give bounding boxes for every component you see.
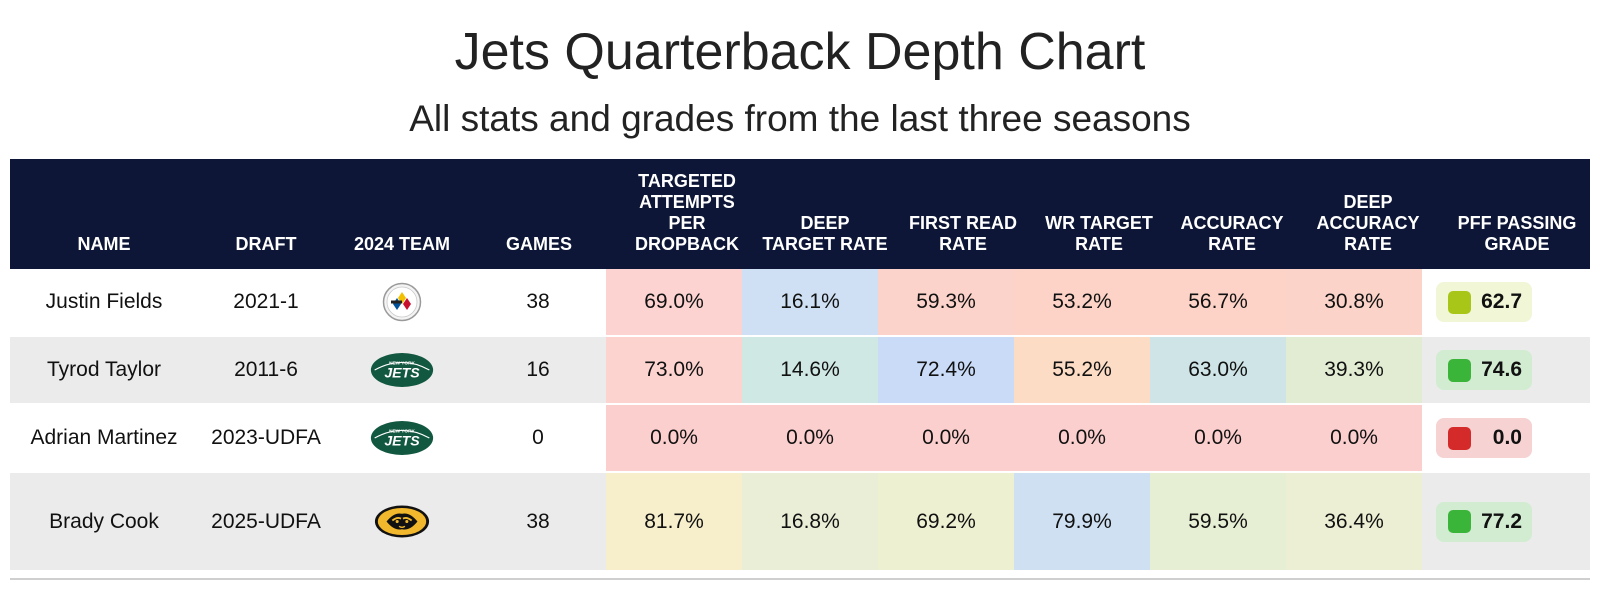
- grade-badge: 0.0: [1436, 418, 1532, 458]
- page-subtitle: All stats and grades from the last three…: [409, 98, 1191, 139]
- grade-value: 0.0: [1492, 426, 1522, 449]
- page-title: Jets Quarterback Depth Chart: [454, 23, 1146, 81]
- table-header: NAME DRAFT 2024 TEAM GAMES TARGETED ATTE…: [10, 159, 1590, 269]
- team-cell: [334, 405, 470, 471]
- stat-cell: 30.8%: [1286, 269, 1422, 335]
- grade-badge: 74.6: [1436, 350, 1532, 390]
- stat-cell: 69.0%: [606, 269, 742, 335]
- stat-cell: 73.0%: [606, 337, 742, 403]
- team-cell: [334, 269, 470, 335]
- grade-cell: 77.2: [1422, 473, 1590, 570]
- grade-color-swatch: [1448, 358, 1471, 382]
- stat-cell: 59.3%: [878, 269, 1014, 335]
- grade-cell: 0.0: [1422, 405, 1590, 471]
- draft-value: 2011-6: [234, 358, 298, 381]
- table-bottom-rule: [10, 578, 1590, 580]
- grade-color-swatch: [1448, 290, 1471, 314]
- grade-cell: 62.7: [1422, 269, 1590, 335]
- stat-cell: 0.0%: [1014, 405, 1150, 471]
- games-value: 38: [526, 290, 550, 313]
- header-targeted-attempts: TARGETED ATTEMPTS PER DROPBACK: [634, 171, 739, 254]
- stat-cell: 53.2%: [1014, 269, 1150, 335]
- header-games: GAMES: [505, 234, 572, 254]
- grade-badge: 62.7: [1436, 282, 1532, 322]
- steelers-logo-icon: [382, 282, 422, 322]
- grade-value: 62.7: [1481, 290, 1522, 313]
- table-row: Adrian Martinez 2023-UDFA 0 0.0% 0.0% 0.0% 0.0…: [10, 405, 1590, 471]
- stat-cell: 56.7%: [1150, 269, 1286, 335]
- stat-cell: 81.7%: [606, 473, 742, 570]
- stat-cell: 0.0%: [1150, 405, 1286, 471]
- grade-color-swatch: [1448, 426, 1471, 450]
- team-cell: [334, 337, 470, 403]
- table-row: Tyrod Taylor 2011-6 16 73.0% 14.6% 72.4% 55.2%…: [10, 337, 1590, 403]
- draft-value: 2021-1: [233, 290, 299, 313]
- stat-cell: 0.0%: [606, 405, 742, 471]
- stat-cell: 79.9%: [1014, 473, 1150, 570]
- header-pff-passing-grade: PFF PASSING GRADE: [1457, 213, 1577, 254]
- stat-cell: 59.5%: [1150, 473, 1286, 570]
- header-deep-target-rate: DEEP TARGET RATE: [762, 213, 888, 254]
- stat-cell: 0.0%: [878, 405, 1014, 471]
- games-value: 16: [526, 358, 550, 381]
- stat-cell: 69.2%: [878, 473, 1014, 570]
- player-name: Brady Cook: [49, 509, 159, 533]
- grade-badge: 77.2: [1436, 501, 1532, 542]
- header-first-read-rate: FIRST READ RATE: [909, 213, 1017, 254]
- draft-value: 2025-UDFA: [211, 509, 321, 533]
- stat-cell: 72.4%: [878, 337, 1014, 403]
- team-cell: [334, 473, 470, 570]
- jets-logo-icon: [369, 351, 435, 389]
- missouri-tigers-logo-icon: [373, 504, 431, 539]
- stat-cell: 16.1%: [742, 269, 878, 335]
- grade-color-swatch: [1448, 510, 1471, 533]
- header-accuracy-rate: ACCURACY RATE: [1180, 213, 1284, 254]
- table-row: Justin Fields 2021-1 38 69.0% 16.1% 59.3% 53.2…: [10, 269, 1590, 335]
- grade-value: 77.2: [1481, 509, 1522, 533]
- stat-cell: 55.2%: [1014, 337, 1150, 403]
- stat-cell: 0.0%: [742, 405, 878, 471]
- stat-cell: 63.0%: [1150, 337, 1286, 403]
- header-team: 2024 TEAM: [353, 234, 451, 254]
- stat-cell: 39.3%: [1286, 337, 1422, 403]
- header-wr-target-rate: WR TARGET RATE: [1045, 213, 1153, 254]
- player-name: Adrian Martinez: [30, 426, 178, 449]
- draft-value: 2023-UDFA: [211, 426, 321, 449]
- header-deep-accuracy-rate: DEEP ACCURACY RATE: [1316, 192, 1420, 254]
- games-value: 0: [532, 426, 544, 449]
- jets-logo-icon: [369, 419, 435, 457]
- grade-cell: 74.6: [1422, 337, 1590, 403]
- stat-cell: 36.4%: [1286, 473, 1422, 570]
- header-draft: DRAFT: [235, 234, 297, 254]
- grade-value: 74.6: [1481, 358, 1522, 381]
- stat-cell: 0.0%: [1286, 405, 1422, 471]
- depth-chart-table: NAME DRAFT 2024 TEAM GAMES TARGETED ATTE…: [10, 159, 1590, 570]
- games-value: 38: [526, 509, 550, 533]
- player-name: Justin Fields: [45, 290, 163, 313]
- header-name: NAME: [77, 234, 131, 254]
- stat-cell: 16.8%: [742, 473, 878, 570]
- stat-cell: 14.6%: [742, 337, 878, 403]
- player-name: Tyrod Taylor: [47, 358, 161, 381]
- table-row: Brady Cook 2025-UDFA 38 81.7% 16.8% 69.2% 79.9…: [10, 473, 1590, 570]
